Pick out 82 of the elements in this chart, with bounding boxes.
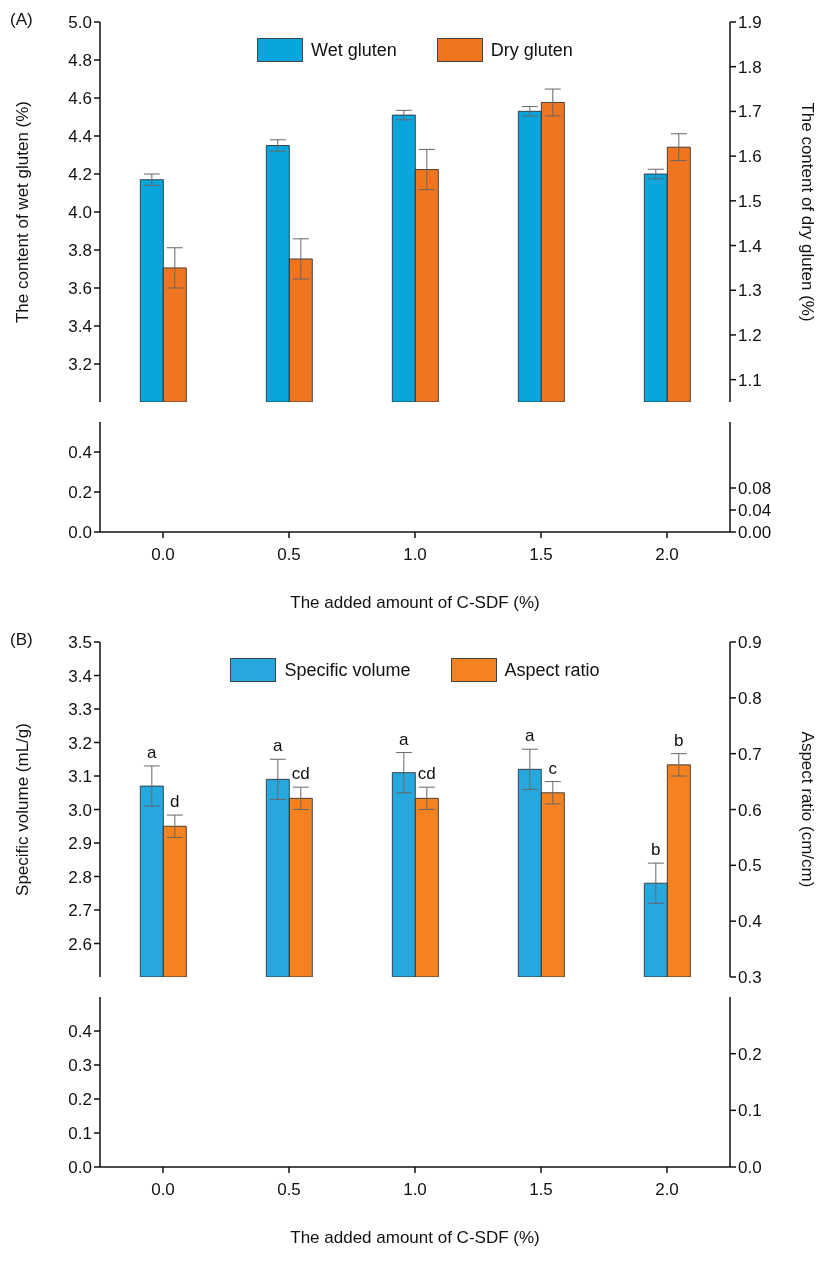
y2-tick-label: 1.8 — [738, 57, 762, 77]
y-tick-label: 4.0 — [68, 203, 92, 223]
legend-label: Specific volume — [284, 659, 411, 681]
data-label: a — [273, 736, 284, 756]
y2-tick-label: 1.4 — [738, 236, 762, 256]
y-axis-title: Specific volume (mL/g) — [13, 723, 33, 896]
y2-tick-label: 1.5 — [738, 191, 762, 211]
y2-tick-label: 1.7 — [738, 102, 762, 122]
data-label: cd — [417, 764, 436, 784]
x-tick-label: 2.0 — [655, 545, 679, 565]
data-label: c — [548, 758, 558, 778]
y-tick-label: 3.8 — [68, 241, 92, 261]
y2-tick-label: 0.08 — [738, 479, 772, 499]
y2-tick-label: 1.6 — [738, 147, 762, 167]
legend-label: Wet gluten — [311, 39, 397, 61]
y2-tick-label: 0.4 — [738, 912, 762, 932]
data-label: d — [170, 792, 180, 812]
data-label: cd — [291, 764, 310, 784]
y-tick-label: 0.4 — [68, 1022, 92, 1042]
y-tick-label: 3.4 — [68, 666, 92, 686]
y2-tick-label: 0.00 — [738, 523, 772, 543]
x-tick-label: 1.0 — [403, 1180, 427, 1200]
x-axis-title: The added amount of C-SDF (%) — [290, 593, 540, 612]
y-tick-label: 3.6 — [68, 279, 92, 299]
y2-tick-label: 0.5 — [738, 856, 762, 876]
data-label: b — [674, 730, 684, 750]
y-tick-label: 0.1 — [68, 1124, 92, 1144]
data-label: a — [399, 729, 410, 749]
x-tick-label: 0.5 — [277, 1180, 301, 1200]
y-tick-label: 5.0 — [68, 13, 92, 33]
y-tick-label: 3.0 — [68, 800, 92, 820]
y-tick-label: 4.2 — [68, 165, 92, 185]
legend-label: Dry gluten — [490, 39, 573, 61]
x-tick-label: 1.0 — [403, 545, 427, 565]
y-tick-label: 0.3 — [68, 1056, 92, 1076]
y-tick-label: 0.2 — [68, 1090, 92, 1110]
y2-tick-label: 0.7 — [738, 744, 762, 764]
y2-tick-label: 1.9 — [738, 13, 762, 33]
y-axis-title: The content of wet gluten (%) — [13, 100, 33, 324]
y2-tick-label: 0.0 — [738, 1158, 762, 1178]
y2-axis-title: Aspect ratio (cm/cm) — [797, 731, 817, 888]
y-tick-label: 2.8 — [68, 867, 92, 887]
y-tick-label: 4.8 — [68, 51, 92, 71]
y-tick-label: 3.4 — [68, 317, 92, 337]
y-tick-label: 0.4 — [68, 443, 92, 463]
y2-tick-label: 0.1 — [738, 1101, 762, 1121]
x-tick-label: 0.0 — [151, 1180, 175, 1200]
y-tick-label: 3.3 — [68, 700, 92, 720]
x-tick-label: 0.5 — [277, 545, 301, 565]
y-tick-label: 0.0 — [68, 523, 92, 543]
y-tick-label: 2.6 — [68, 934, 92, 954]
y2-tick-label: 0.6 — [738, 800, 762, 820]
data-label: a — [147, 742, 158, 762]
y2-tick-label: 0.8 — [738, 688, 762, 708]
y2-tick-label: 0.04 — [738, 501, 772, 521]
y2-tick-label: 1.1 — [738, 370, 762, 390]
x-tick-label: 2.0 — [655, 1180, 679, 1200]
text: (A) — [10, 10, 33, 30]
y-tick-label: 2.9 — [68, 834, 92, 854]
y2-tick-label: 0.2 — [738, 1044, 762, 1064]
legend-label: Aspect ratio — [504, 659, 600, 681]
x-tick-label: 1.5 — [529, 545, 553, 565]
x-tick-label: 1.5 — [529, 1180, 553, 1200]
y2-axis-title: The content of dry gluten (%) — [797, 102, 817, 322]
y-tick-label: 3.5 — [68, 633, 92, 653]
y2-tick-label: 1.2 — [738, 325, 762, 345]
y2-tick-label: 0.3 — [738, 968, 762, 988]
data-label: a — [525, 726, 536, 746]
y-tick-label: 3.2 — [68, 733, 92, 753]
y-tick-label: 4.4 — [68, 127, 92, 147]
y2-tick-label: 0.9 — [738, 633, 762, 653]
y-tick-label: 2.7 — [68, 901, 92, 921]
x-axis-title: The added amount of C-SDF (%) — [290, 1228, 540, 1247]
x-tick-label: 0.0 — [151, 545, 175, 565]
text: (B) — [10, 630, 33, 650]
y-tick-label: 3.1 — [68, 767, 92, 787]
y2-tick-label: 1.3 — [738, 281, 762, 301]
y-tick-label: 3.2 — [68, 355, 92, 375]
y-tick-label: 4.6 — [68, 89, 92, 109]
y-tick-label: 0.0 — [68, 1158, 92, 1178]
y-tick-label: 0.2 — [68, 483, 92, 503]
data-label: b — [651, 840, 661, 860]
